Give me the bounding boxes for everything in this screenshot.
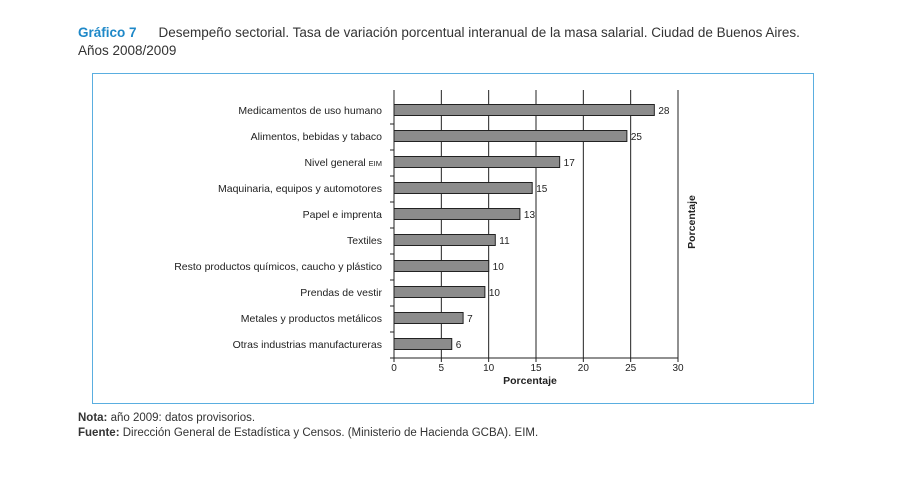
data-label: 6: [456, 340, 462, 351]
title-text: Desempeño sectorial. Tasa de variación p…: [158, 25, 800, 40]
category-label: Metales y productos metálicos: [241, 313, 382, 325]
x-tick-label: 30: [672, 363, 684, 374]
data-label: 25: [631, 132, 643, 143]
category-label: Resto productos químicos, caucho y plást…: [174, 261, 382, 273]
bar: [393, 104, 655, 116]
x-tick-label: 25: [625, 363, 637, 374]
data-label: 17: [564, 158, 576, 169]
data-label: 10: [489, 288, 501, 299]
category-label: Papel e imprenta: [303, 209, 383, 221]
figure-number: Gráfico 7: [78, 25, 137, 40]
category-label: Textiles: [347, 235, 382, 247]
bar: [393, 260, 490, 272]
x-tick-label: 15: [530, 363, 542, 374]
bar: [393, 338, 453, 350]
x-tick-label: 20: [578, 363, 590, 374]
category-label: Otras industrias manufactureras: [233, 339, 382, 351]
right-axis-title: Porcentaje: [686, 195, 698, 249]
x-tick-label: 0: [391, 363, 397, 374]
x-tick-label: 10: [483, 363, 495, 374]
bar: [393, 208, 521, 220]
data-label: 7: [467, 314, 473, 325]
bar: [393, 182, 533, 194]
category-label: Nivel general EIM: [304, 157, 382, 169]
bar: [393, 156, 561, 168]
bar: [393, 234, 496, 246]
chart-frame: [92, 73, 814, 404]
x-tick-label: 5: [439, 363, 445, 374]
nota-label: Nota:: [78, 412, 108, 424]
data-label: 15: [536, 184, 548, 195]
bar: [393, 312, 464, 324]
category-label: Prendas de vestir: [300, 287, 382, 299]
data-label: 11: [499, 236, 510, 247]
data-label: 10: [493, 262, 505, 273]
category-label: Alimentos, bebidas y tabaco: [251, 131, 382, 143]
fuente-label: Fuente:: [78, 427, 120, 439]
x-axis-title: Porcentaje: [503, 375, 557, 387]
title-subtitle: Años 2008/2009: [78, 43, 177, 58]
category-label: Medicamentos de uso humano: [238, 105, 382, 117]
nota-text: año 2009: datos provisorios.: [107, 412, 256, 424]
notes: Nota: año 2009: datos provisorios. Fuent…: [78, 411, 538, 441]
chart-title: Gráfico 7 Desempeño sectorial. Tasa de va…: [78, 24, 838, 60]
bar: [393, 286, 486, 298]
bar: [393, 130, 628, 142]
data-label: 28: [658, 106, 670, 117]
fuente-text: Dirección General de Estadística y Censo…: [119, 427, 539, 439]
category-label: Maquinaria, equipos y automotores: [218, 183, 382, 195]
data-label: 13: [524, 210, 536, 221]
